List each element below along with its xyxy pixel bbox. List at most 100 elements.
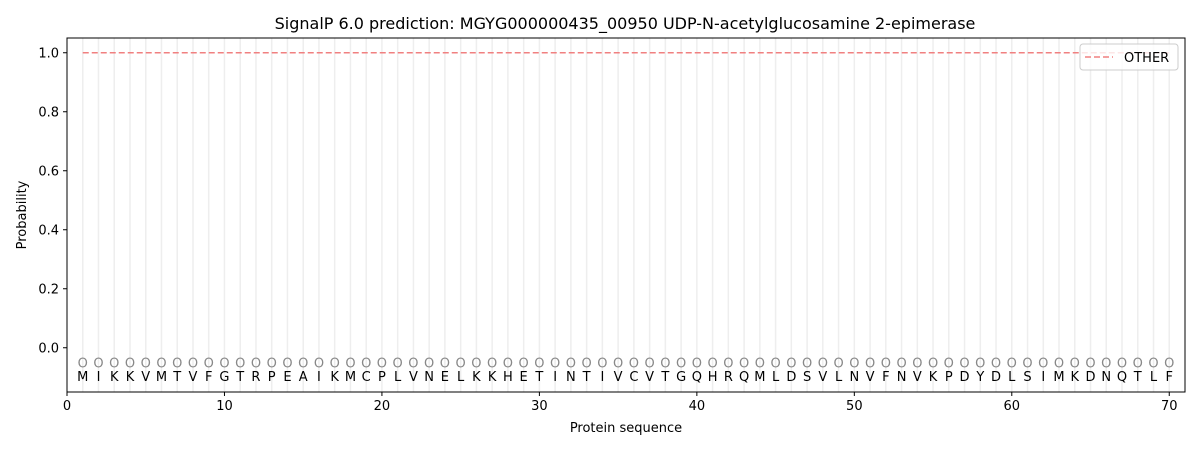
residue-marker: O [991,357,1001,372]
residue-label: C [629,370,638,385]
residue-marker: O [928,357,938,372]
residue-marker: O [298,357,308,372]
residue-label: P [268,370,276,385]
residue-marker: O [93,357,103,372]
residue-label: T [1133,370,1142,385]
residue-label: L [835,370,843,385]
residue-marker: O [818,357,828,372]
residue-label: G [676,370,686,385]
residue-marker: O [566,357,576,372]
residue-marker: O [944,357,954,372]
x-tick-label: 60 [1004,399,1021,414]
residue-label: V [645,370,654,385]
residue-marker: O [912,357,922,372]
residue-marker: O [78,357,88,372]
residue-label: D [786,370,796,385]
residue-label: P [378,370,386,385]
residue-marker: O [219,357,229,372]
residue-label: F [1166,370,1173,385]
residue-marker: O [582,357,592,372]
residue-marker: O [141,357,151,372]
residue-marker: O [1117,357,1127,372]
residue-marker: O [865,357,875,372]
residue-marker: O [1101,357,1111,372]
residue-marker: O [833,357,843,372]
residue-label: D [991,370,1001,385]
residue-label: I [1041,370,1045,385]
y-axis-label: Probability [15,180,30,249]
residue-label: N [1101,370,1111,385]
residue-label: R [724,370,733,385]
residue-label: K [126,370,135,385]
residue-marker: O [1148,357,1158,372]
residue-marker: O [345,357,355,372]
residue-marker: O [1007,357,1017,372]
residue-label: E [441,370,449,385]
residue-label: D [960,370,970,385]
residue-marker: O [786,357,796,372]
residue-label: L [1150,370,1158,385]
residue-marker: O [125,357,135,372]
residue-label: P [945,370,953,385]
residue-marker: O [959,357,969,372]
residue-marker: O [849,357,859,372]
residue-label: C [362,370,371,385]
residue-marker: O [534,357,544,372]
residue-label: H [708,370,718,385]
residue-marker: O [896,357,906,372]
residue-marker: O [755,357,765,372]
residue-label: V [614,370,623,385]
x-tick-label: 0 [63,399,71,414]
residue-label: Y [975,370,984,385]
residue-label: M [754,370,765,385]
residue-label: N [849,370,859,385]
y-tick-label: 1.0 [38,46,59,61]
residue-marker: O [975,357,985,372]
residue-marker: O [707,357,717,372]
x-tick-label: 70 [1161,399,1178,414]
y-tick-label: 0.8 [38,105,59,120]
residue-marker: O [330,357,340,372]
residue-label: A [299,370,308,385]
residue-marker: O [1164,357,1174,372]
residue-marker: O [424,357,434,372]
residue-label: N [566,370,576,385]
residue-marker: O [361,357,371,372]
residue-marker: O [204,357,214,372]
residue-label: T [235,370,244,385]
y-tick-label: 0.4 [38,223,59,238]
residue-marker: O [1054,357,1064,372]
x-axis-label: Protein sequence [570,421,682,436]
residue-label: T [582,370,591,385]
residue-label: K [330,370,339,385]
residue-label: K [472,370,481,385]
residue-marker: O [456,357,466,372]
y-tick-label: 0.2 [38,282,59,297]
residue-marker: O [487,357,497,372]
residue-label: L [772,370,780,385]
x-tick-label: 10 [216,399,233,414]
residue-marker: O [408,357,418,372]
chart-title: SignalP 6.0 prediction: MGYG000000435_00… [275,14,976,34]
residue-label: F [205,370,212,385]
residue-label: S [1023,370,1031,385]
residue-marker: O [172,357,182,372]
residue-marker: O [1070,357,1080,372]
x-tick-label: 30 [531,399,548,414]
legend-box [1079,43,1179,71]
residue-label: F [882,370,889,385]
residue-label: I [317,370,321,385]
legend-label-other: OTHER [1124,51,1169,66]
residue-label: V [189,370,198,385]
residue-label: V [913,370,922,385]
residue-marker: O [770,357,780,372]
residue-marker: O [629,357,639,372]
residue-label: K [110,370,119,385]
residue-marker: O [597,357,607,372]
residue-marker: O [235,357,245,372]
residue-marker: O [156,357,166,372]
residue-label: L [394,370,402,385]
residue-marker: O [613,357,623,372]
